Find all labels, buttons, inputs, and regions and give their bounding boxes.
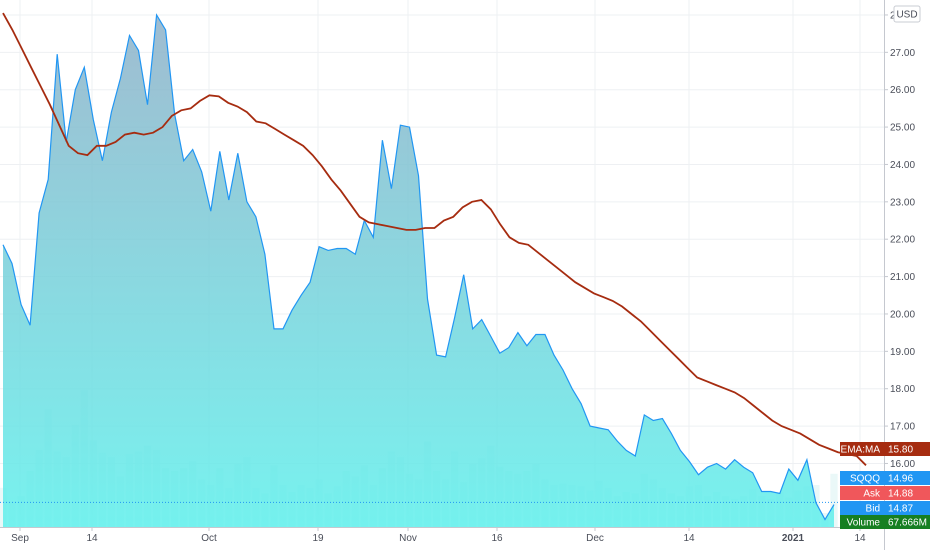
tag-bid-value: 14.87	[888, 504, 913, 515]
y-tick-label-0: 16.00	[890, 459, 915, 470]
x-tick-label-6: Dec	[586, 533, 604, 544]
tag-volume-value-bg	[884, 515, 930, 529]
x-tick-label-4: Nov	[399, 533, 417, 544]
tag-ema-value: 15.80	[888, 445, 913, 456]
x-tick-label-2: Oct	[201, 533, 217, 544]
x-tick-label-0: Sep	[11, 533, 29, 544]
tag-bid-label-bg	[840, 501, 884, 515]
axes	[0, 0, 885, 550]
x-tick-label-8: 2021	[782, 533, 805, 544]
tag-sqqq-value: 14.96	[888, 474, 913, 485]
tag-ask-value-bg	[884, 486, 930, 500]
x-tick-label-1: 14	[86, 533, 98, 544]
tag-sqqq-value-bg	[884, 471, 930, 485]
y-tick-label-2: 18.00	[890, 384, 915, 395]
x-tick-label-7: 14	[683, 533, 695, 544]
tag-ema-label: EMA:MA	[841, 445, 881, 456]
y-axis-ticks: 16.00 17.00 18.00 19.00 20.00 21.00 22.00 23.00…	[884, 10, 915, 470]
tag-ask-value: 14.88	[888, 489, 913, 500]
tag-bid-label: Bid	[866, 504, 880, 515]
y-tick-label-7: 23.00	[890, 197, 915, 208]
currency-label: USD	[896, 10, 917, 21]
price-area	[2, 13, 835, 527]
tag-ema[interactable]: EMA:MA 15.80	[840, 442, 930, 456]
tag-volume-label: Volume	[847, 518, 881, 529]
y-tick-label-1: 17.00	[890, 422, 915, 433]
x-tick-label-3: 19	[312, 533, 324, 544]
y-tick-label-11: 27.00	[890, 48, 915, 59]
y-tick-label-8: 24.00	[890, 160, 915, 171]
price-area-fill	[3, 15, 834, 527]
tag-sqqq-label: SQQQ	[850, 474, 880, 485]
tag-volume[interactable]: Volume 67.666M	[840, 515, 930, 529]
y-tick-label-10: 26.00	[890, 85, 915, 96]
price-line	[2, 13, 835, 521]
tag-sqqq-label-bg	[840, 471, 884, 485]
currency-badge[interactable]: USD	[893, 5, 921, 23]
x-tick-label-5: 16	[491, 533, 503, 544]
tag-ema-label-bg	[840, 442, 884, 456]
tag-bid[interactable]: Bid 14.87	[840, 501, 930, 515]
ema-line-path	[2, 12, 867, 466]
tag-sqqq[interactable]: SQQQ 14.96	[840, 471, 930, 485]
tag-bid-value-bg	[884, 501, 930, 515]
tag-volume-value: 67.666M	[888, 518, 927, 529]
y-tick-label-4: 20.00	[890, 309, 915, 320]
tag-ask-label-bg	[840, 486, 884, 500]
y-tick-label-3: 19.00	[890, 347, 915, 358]
tag-ask[interactable]: Ask 14.88	[840, 486, 930, 500]
y-tick-label-6: 22.00	[890, 235, 915, 246]
y-tick-label-9: 25.00	[890, 123, 915, 134]
tag-ask-label: Ask	[863, 489, 881, 500]
x-tick-label-9: 14	[854, 533, 866, 544]
ema-line	[2, 12, 867, 466]
y-tick-label-5: 21.00	[890, 272, 915, 283]
volume-bar-92	[830, 473, 838, 527]
tag-volume-label-bg	[840, 515, 884, 529]
x-axis-ticks: Sep 14 Oct 19 Nov 16 Dec 14 2021 14	[11, 527, 866, 544]
tag-ema-value-bg	[884, 442, 930, 456]
